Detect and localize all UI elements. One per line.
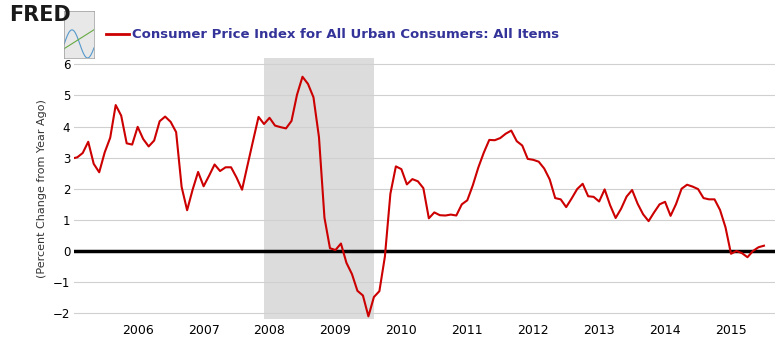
Y-axis label: (Percent Change from Year Ago): (Percent Change from Year Ago) [38, 99, 47, 278]
Bar [264, 58, 374, 319]
Text: Consumer Price Index for All Urban Consumers: All Items: Consumer Price Index for All Urban Consu… [132, 28, 558, 41]
Text: FRED: FRED [9, 5, 71, 25]
